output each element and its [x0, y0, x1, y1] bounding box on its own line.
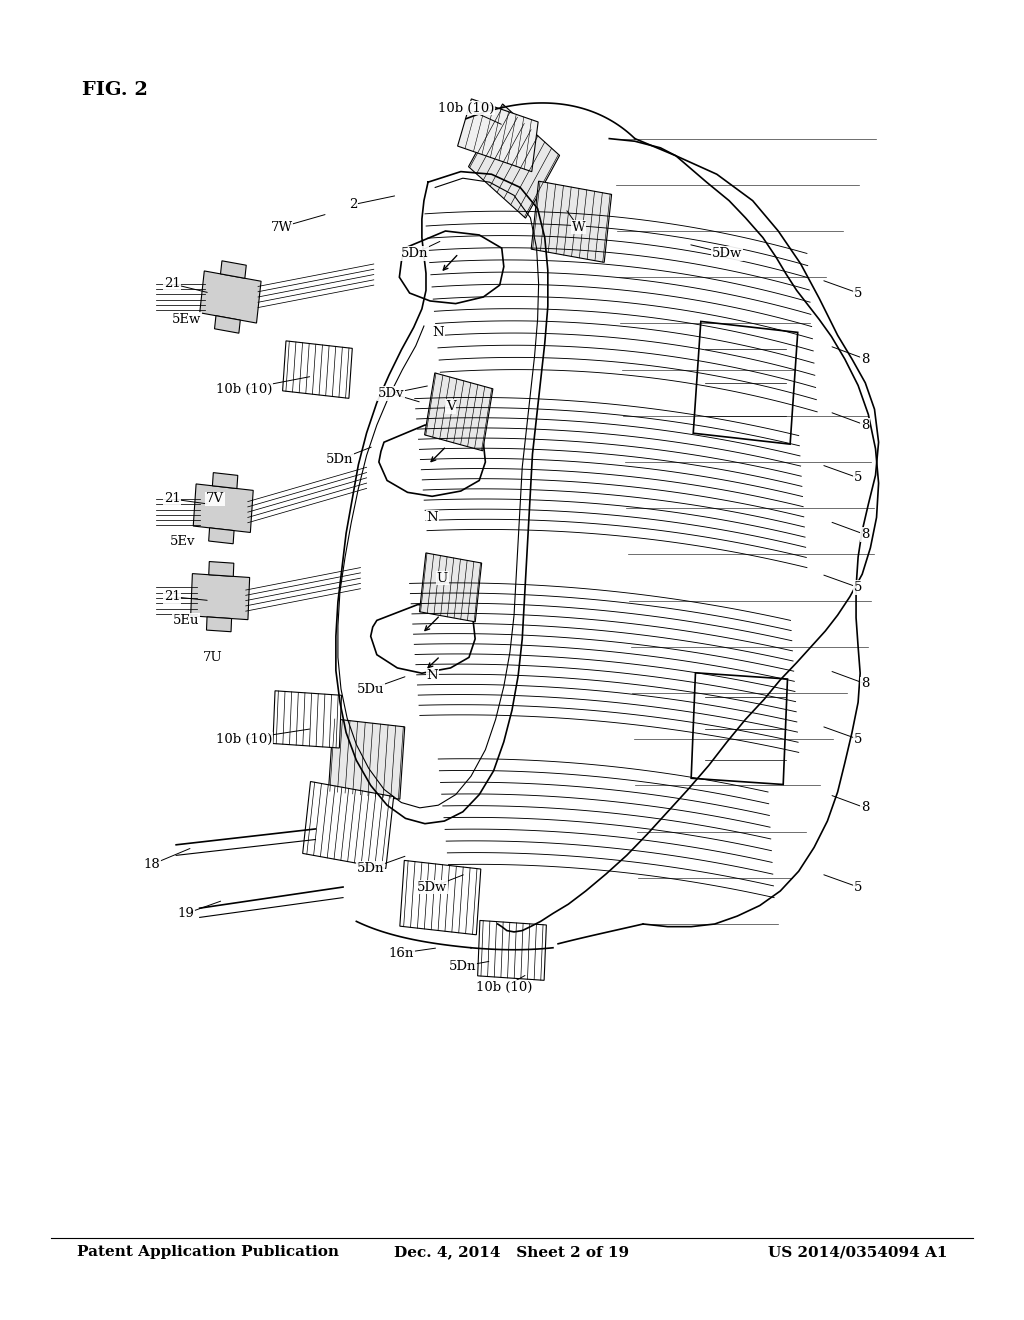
Text: 7W: 7W	[270, 220, 293, 234]
Text: 8: 8	[861, 352, 869, 366]
Polygon shape	[194, 484, 253, 532]
Text: 5Dn: 5Dn	[357, 862, 384, 875]
Polygon shape	[399, 861, 481, 935]
Polygon shape	[209, 561, 233, 577]
Polygon shape	[209, 528, 234, 544]
Text: 5Ew: 5Ew	[172, 313, 201, 326]
Text: 5Dn: 5Dn	[327, 453, 353, 466]
Text: 10b (10): 10b (10)	[215, 733, 272, 746]
Text: 5Dw: 5Dw	[417, 880, 447, 894]
Polygon shape	[420, 553, 481, 622]
Polygon shape	[220, 261, 247, 279]
Polygon shape	[691, 673, 787, 784]
Text: V: V	[445, 400, 456, 413]
Text: N: N	[432, 326, 444, 339]
Text: 10b (10): 10b (10)	[437, 102, 495, 115]
Text: 10b (10): 10b (10)	[475, 981, 532, 994]
Text: 5Eu: 5Eu	[173, 614, 200, 627]
Text: 19: 19	[178, 907, 195, 920]
Text: 5: 5	[854, 733, 862, 746]
Polygon shape	[190, 574, 250, 619]
Text: 5: 5	[854, 286, 862, 300]
Text: 18: 18	[143, 858, 160, 871]
Polygon shape	[207, 616, 231, 632]
Text: 8: 8	[861, 677, 869, 690]
Polygon shape	[214, 315, 241, 333]
Polygon shape	[379, 425, 485, 496]
Polygon shape	[531, 181, 611, 263]
Polygon shape	[477, 920, 547, 981]
Text: 21: 21	[164, 277, 180, 290]
Text: 5Ev: 5Ev	[170, 535, 195, 548]
Text: 5: 5	[854, 471, 862, 484]
Text: 5: 5	[854, 581, 862, 594]
Text: 10b (10): 10b (10)	[215, 383, 272, 396]
Text: 5Du: 5Du	[357, 682, 384, 696]
Text: 5: 5	[854, 880, 862, 894]
Text: N: N	[426, 511, 438, 524]
Text: 21: 21	[164, 590, 180, 603]
Text: 8: 8	[861, 528, 869, 541]
Polygon shape	[371, 605, 475, 673]
Polygon shape	[212, 473, 238, 488]
Polygon shape	[693, 322, 798, 444]
Text: 7V: 7V	[206, 492, 224, 506]
Text: US 2014/0354094 A1: US 2014/0354094 A1	[768, 1245, 947, 1259]
Text: U: U	[437, 572, 447, 585]
Text: 5Dv: 5Dv	[378, 387, 404, 400]
Polygon shape	[458, 99, 539, 172]
Text: 8: 8	[861, 418, 869, 432]
Polygon shape	[303, 781, 393, 869]
Text: 21: 21	[164, 492, 180, 506]
Polygon shape	[399, 231, 504, 304]
Text: 5Dn: 5Dn	[450, 960, 476, 973]
Polygon shape	[283, 341, 352, 399]
Text: W: W	[571, 220, 586, 234]
Text: N: N	[426, 669, 438, 682]
Text: Dec. 4, 2014   Sheet 2 of 19: Dec. 4, 2014 Sheet 2 of 19	[394, 1245, 630, 1259]
Polygon shape	[329, 719, 404, 799]
Text: FIG. 2: FIG. 2	[82, 81, 147, 99]
Text: 2: 2	[349, 198, 357, 211]
Text: 8: 8	[861, 801, 869, 814]
Polygon shape	[200, 271, 261, 323]
Polygon shape	[425, 372, 493, 451]
Text: Patent Application Publication: Patent Application Publication	[77, 1245, 339, 1259]
Polygon shape	[469, 104, 559, 218]
Polygon shape	[272, 690, 342, 748]
Text: 16n: 16n	[389, 946, 414, 960]
Text: 5Dn: 5Dn	[401, 247, 428, 260]
Text: 5Dw: 5Dw	[712, 247, 742, 260]
Text: 7U: 7U	[203, 651, 223, 664]
